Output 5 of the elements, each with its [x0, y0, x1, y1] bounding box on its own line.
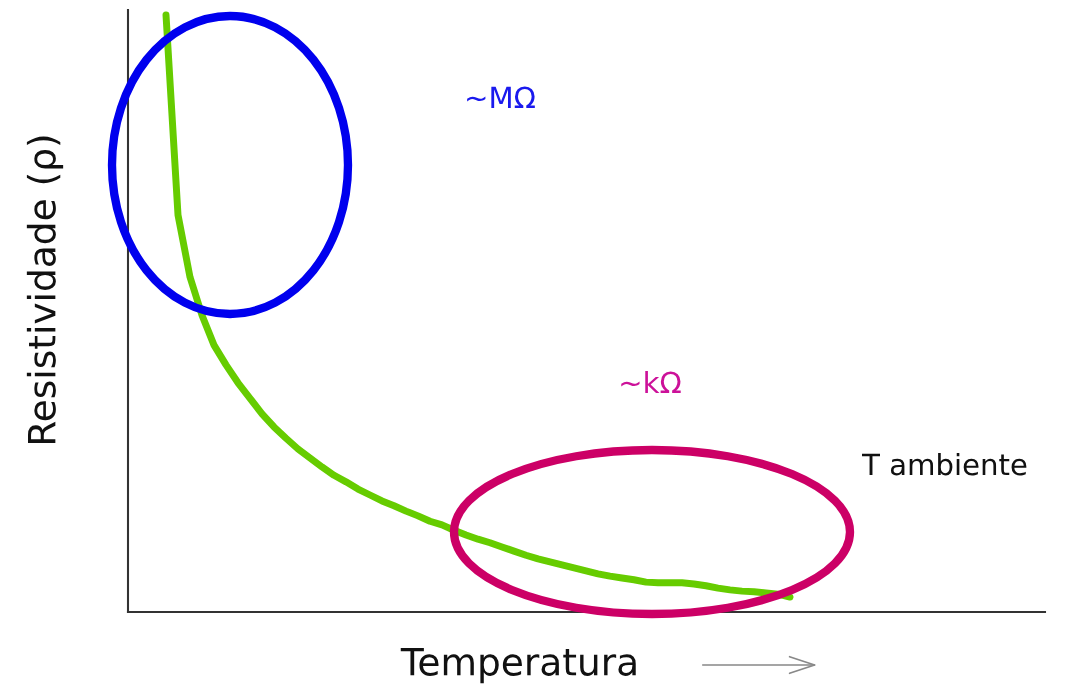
y-axis-title: Resistividade (ρ): [26, 136, 64, 443]
text: T ambiente: [862, 452, 1027, 476]
annotation: ~MΩ: [467, 86, 535, 109]
x-axis-title: Temperatura: [400, 648, 636, 684]
annotation: ~kΩ: [621, 370, 681, 394]
